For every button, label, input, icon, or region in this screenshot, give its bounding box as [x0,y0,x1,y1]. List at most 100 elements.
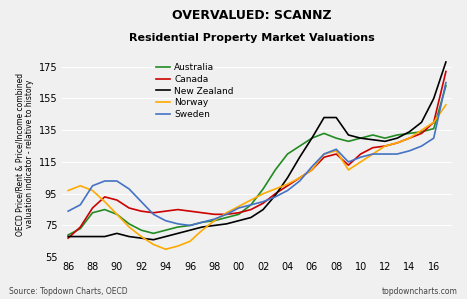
Sweden [187,224,193,227]
Norway [163,248,169,251]
Australia [273,168,278,172]
New Zealand [163,235,169,238]
Norway [333,149,339,153]
Norway [443,103,449,107]
Australia [394,133,400,137]
Canada [175,208,181,211]
Canada [65,236,71,240]
Australia [114,213,120,216]
Norway [78,184,83,187]
Norway [151,243,156,246]
New Zealand [114,232,120,235]
New Zealand [212,224,217,227]
Sweden [309,165,315,169]
Sweden [321,152,327,156]
Australia [138,228,144,232]
Norway [297,176,303,180]
Australia [260,187,266,191]
Canada [394,141,400,145]
Norway [358,160,363,164]
Norway [236,205,241,208]
New Zealand [65,235,71,238]
Sweden [370,152,375,156]
Australia [285,152,290,156]
Canada [212,213,217,216]
Norway [370,152,375,156]
Norway [175,244,181,248]
Text: topdowncharts.com: topdowncharts.com [382,287,458,296]
New Zealand [394,136,400,140]
New Zealand [126,235,132,238]
Sweden [358,155,363,159]
Australia [248,203,254,207]
Australia [309,136,315,140]
Australia [151,232,156,235]
Sweden [90,184,95,187]
Canada [419,132,425,135]
Australia [443,84,449,88]
Australia [358,136,363,140]
Line: Sweden: Sweden [68,83,446,225]
Australia [78,227,83,231]
Text: OVERVALUED: SCANNZ: OVERVALUED: SCANNZ [172,9,332,22]
Sweden [126,187,132,191]
Text: Source: Topdown Charts, OECD: Source: Topdown Charts, OECD [9,287,128,296]
Sweden [78,203,83,207]
Sweden [138,200,144,203]
Canada [236,211,241,215]
Canada [407,136,412,140]
Australia [346,140,351,143]
New Zealand [138,236,144,240]
Canada [114,198,120,202]
Canada [321,155,327,159]
New Zealand [382,140,388,143]
Text: Residential Property Market Valuations: Residential Property Market Valuations [129,33,375,43]
Australia [199,220,205,224]
New Zealand [370,138,375,141]
New Zealand [224,222,229,226]
Canada [431,120,437,124]
Sweden [151,213,156,216]
New Zealand [297,155,303,159]
Norway [260,192,266,196]
Norway [248,198,254,202]
Sweden [114,179,120,183]
Sweden [394,152,400,156]
Australia [212,219,217,222]
Norway [224,211,229,215]
Australia [102,208,107,211]
Norway [65,189,71,192]
Sweden [443,81,449,84]
Australia [321,132,327,135]
Canada [346,163,351,167]
Canada [90,206,95,210]
Norway [285,182,290,186]
Canada [151,211,156,215]
Norway [138,235,144,238]
New Zealand [199,225,205,229]
Sweden [260,200,266,203]
Canada [260,202,266,205]
Sweden [236,206,241,210]
Sweden [333,147,339,151]
Canada [358,152,363,156]
Y-axis label: OECD Price/Rent & Price/Income combined
valuation indicator - relative to histor: OECD Price/Rent & Price/Income combined … [15,72,35,236]
New Zealand [78,235,83,238]
Australia [90,211,95,215]
New Zealand [273,193,278,197]
Australia [431,127,437,130]
Sweden [285,189,290,192]
Canada [370,146,375,150]
Norway [199,228,205,232]
Australia [407,132,412,135]
Sweden [163,219,169,222]
Line: Australia: Australia [68,86,446,235]
Sweden [297,179,303,183]
Sweden [248,203,254,207]
New Zealand [285,176,290,180]
Australia [175,225,181,229]
Sweden [212,217,217,221]
Sweden [419,144,425,148]
Norway [346,168,351,172]
Line: New Zealand: New Zealand [68,62,446,240]
